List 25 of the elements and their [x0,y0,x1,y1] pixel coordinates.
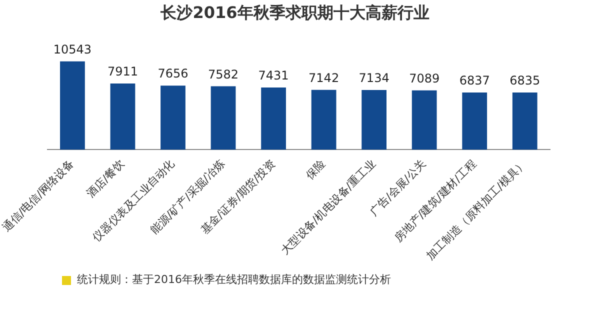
bar [362,90,387,150]
data-label: 6835 [510,74,540,88]
data-label: 7911 [107,64,138,79]
x-tick-label: 通信/电信/网络设备 [0,157,77,234]
data-label: 7431 [258,68,289,83]
x-tick-label: 保险 [303,157,328,182]
bar [462,92,488,150]
data-label: 7582 [208,67,239,82]
bar [261,87,286,150]
chart-title: 长沙2016年秋季求职期十大高薪行业 [160,2,430,22]
bar [512,92,538,150]
data-label: 7656 [158,66,188,81]
bar [110,83,136,150]
x-tick-label: 酒店/餐饮 [84,157,127,200]
data-label: 6837 [459,74,490,88]
text: 统计规则：基于2016年秋季在线招聘数据库的数据监测统计分析 [77,272,391,288]
data-label: 10543 [53,42,92,57]
data-label: 7089 [409,71,440,86]
data-label: 7142 [308,71,340,86]
bar [311,90,336,150]
bar [412,90,437,150]
data-label: 7134 [358,71,390,86]
bar [210,86,236,150]
bar [60,61,85,150]
bar [160,86,186,150]
